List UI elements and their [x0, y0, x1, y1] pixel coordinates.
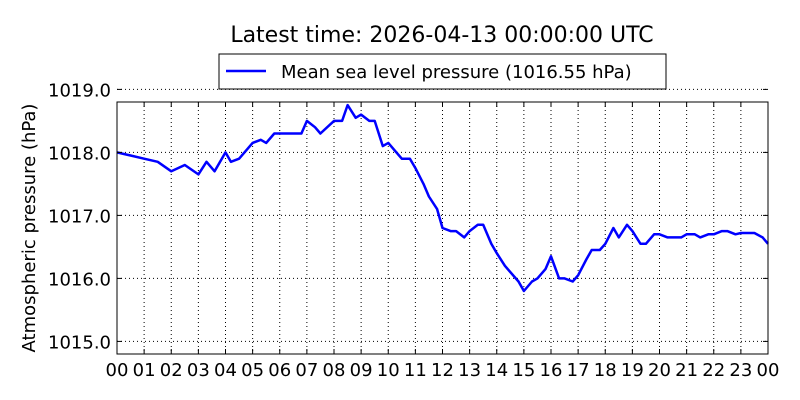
- legend: Mean sea level pressure (1016.55 hPa): [218, 53, 667, 90]
- x-tick-label: 17: [567, 360, 590, 381]
- y-axis: 1015.0 1016.0 1017.0 1018.0 1019.0: [48, 80, 768, 353]
- x-tick-label: 00: [106, 360, 129, 381]
- y-tick-label: 1015.0: [48, 332, 111, 353]
- x-tick-label: 15: [512, 360, 535, 381]
- x-tick-label: 21: [675, 360, 698, 381]
- y-axis-label: Atmospheric pressure (hPa): [19, 104, 40, 353]
- y-tick-label: 1018.0: [48, 143, 111, 164]
- series-line: [116, 103, 769, 293]
- x-tick-label: 10: [377, 360, 400, 381]
- x-tick-label: 12: [431, 360, 454, 381]
- x-tick-label: 07: [295, 360, 318, 381]
- y-tick-label: 1016.0: [48, 269, 111, 290]
- x-axis: 00 01 02 03 04 05 06 07 08 09 10 11 12 13 14 15 16 17 18 19…: [106, 102, 780, 381]
- x-tick-label: 02: [160, 360, 183, 381]
- x-tick-label: 16: [540, 360, 563, 381]
- x-tick-label: 22: [702, 360, 725, 381]
- x-tick-label: 00: [757, 360, 780, 381]
- plot-data: [116, 103, 769, 293]
- x-tick-label: 19: [621, 360, 644, 381]
- x-tick-label: 06: [268, 360, 291, 381]
- y-tick-label: 1019.0: [48, 80, 111, 101]
- x-tick-label: 03: [187, 360, 210, 381]
- x-tick-label: 11: [404, 360, 427, 381]
- legend-label: Mean sea level pressure (1016.55 hPa): [281, 62, 632, 83]
- x-tick-label: 13: [458, 360, 481, 381]
- y-tick-label: 1017.0: [48, 206, 111, 227]
- chart-title: Latest time: 2026-04-13 00:00:00 UTC: [230, 23, 653, 48]
- legend-box: [218, 53, 667, 90]
- x-tick-label: 20: [648, 360, 671, 381]
- grid: [117, 88, 768, 354]
- x-tick-label: 09: [350, 360, 373, 381]
- x-tick-label: 08: [323, 360, 346, 381]
- x-tick-label: 04: [214, 360, 237, 381]
- x-tick-label: 23: [729, 360, 752, 381]
- x-tick-label: 14: [485, 360, 508, 381]
- x-tick-label: 18: [594, 360, 617, 381]
- x-tick-label: 01: [133, 360, 156, 381]
- x-tick-label: 05: [241, 360, 264, 381]
